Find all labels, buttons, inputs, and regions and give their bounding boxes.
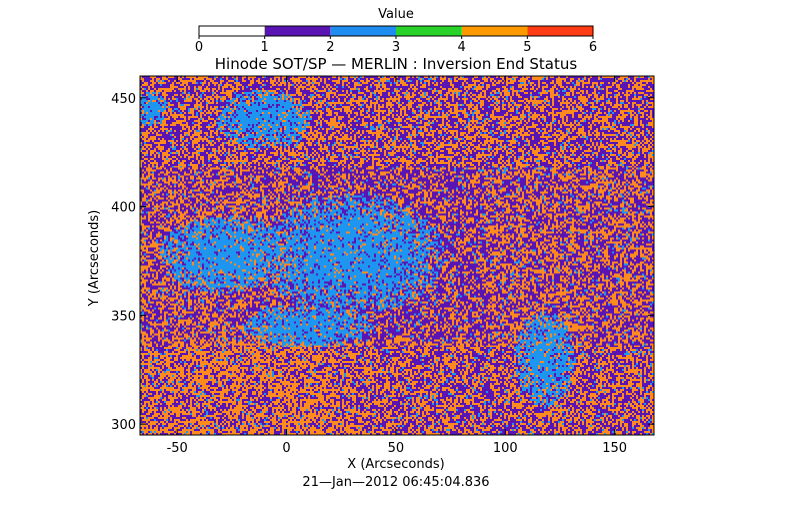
heatmap-image xyxy=(140,76,654,435)
colorbar-tick-label-2: 2 xyxy=(326,40,334,55)
colorbar-tick-label-1: 1 xyxy=(261,40,269,55)
x-axis: -50 0 50 100 150 xyxy=(167,76,627,456)
x-tick-label-0: -50 xyxy=(167,441,188,456)
colorbar-bin-1 xyxy=(264,26,331,36)
colorbar xyxy=(198,25,594,37)
x-tick-label-3: 100 xyxy=(493,441,518,456)
colorbar-bin-5 xyxy=(527,26,593,36)
y-tick-label-0: 300 xyxy=(111,418,136,433)
x-tick-label-2: 50 xyxy=(388,441,405,456)
colorbar-bin-3 xyxy=(396,26,462,36)
colorbar-label: Value xyxy=(378,7,414,22)
colorbar-ticks: 0 1 2 3 4 5 6 xyxy=(195,36,597,55)
colorbar-tick-label-6: 6 xyxy=(589,40,597,55)
y-tick-label-1: 350 xyxy=(111,309,136,324)
y-axis: 300 350 400 450 xyxy=(111,92,654,433)
y-tick-label-2: 400 xyxy=(111,201,136,216)
timestamp: 21—Jan—2012 06:45:04.836 xyxy=(302,475,489,490)
plot-frame xyxy=(139,75,655,436)
x-axis-label: X (Arcseconds) xyxy=(347,457,444,472)
chart-title: Hinode SOT/SP — MERLIN : Inversion End S… xyxy=(215,55,578,73)
colorbar-tick-label-3: 3 xyxy=(392,40,400,55)
colorbar-bin-4 xyxy=(461,26,528,36)
colorbar-tick-label-0: 0 xyxy=(195,40,203,55)
x-tick-label-1: 0 xyxy=(282,441,290,456)
colorbar-bin-2 xyxy=(330,26,396,36)
colorbar-tick-label-4: 4 xyxy=(458,40,466,55)
y-axis-label: Y (Arcseconds) xyxy=(87,210,102,307)
colorbar-bin-0 xyxy=(199,26,265,36)
y-tick-label-3: 450 xyxy=(111,92,136,107)
colorbar-tick-label-5: 5 xyxy=(523,40,531,55)
x-tick-label-4: 150 xyxy=(602,441,627,456)
